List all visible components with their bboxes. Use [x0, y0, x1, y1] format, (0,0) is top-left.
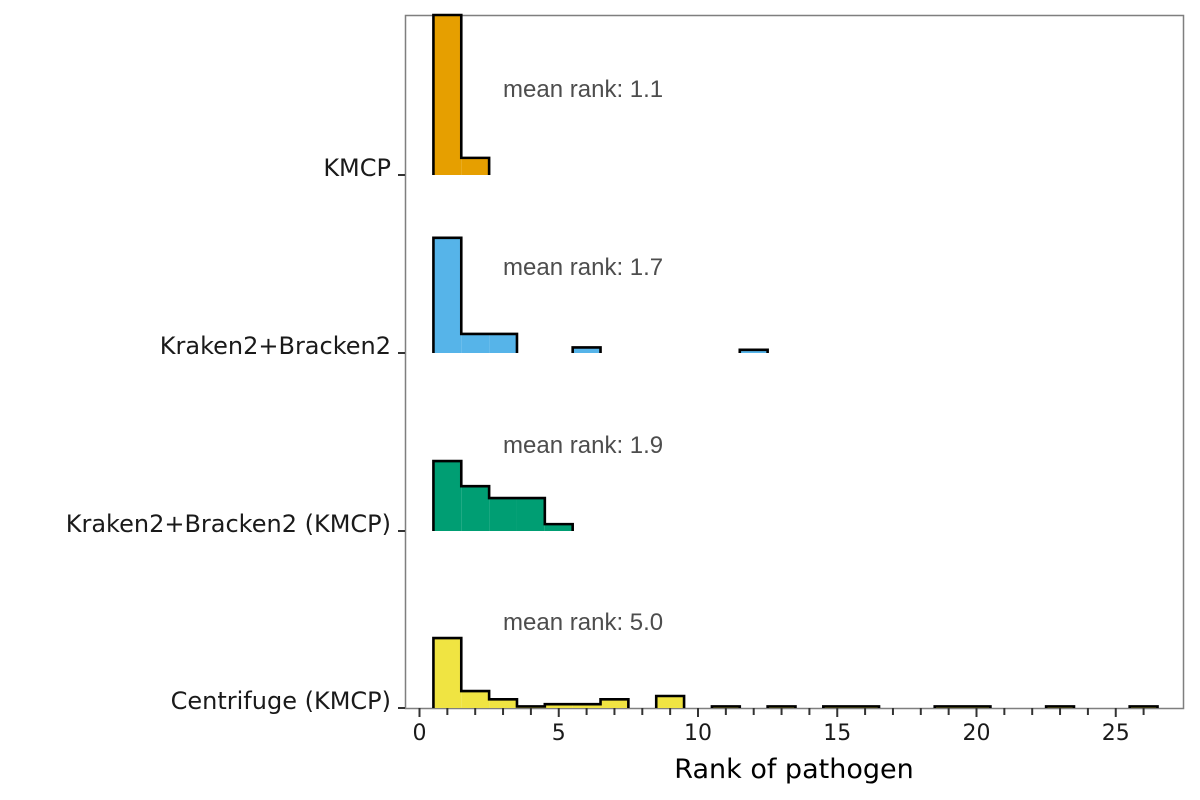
x-axis: 0 5 10 15 20 25	[413, 708, 1145, 746]
histogram-bar	[461, 691, 490, 708]
histogram-outline	[738, 348, 769, 353]
histogram-bar	[461, 486, 490, 531]
x-tick-label: 5	[552, 721, 566, 746]
x-tick-label: 25	[1102, 721, 1130, 746]
x-tick-label: 10	[684, 721, 712, 746]
y-tick-label: Kraken2+Bracken2 (KMCP)	[66, 510, 391, 538]
histogram-outline	[432, 236, 519, 353]
histogram-bar	[656, 696, 685, 708]
mean-rank-annotation: mean rank: 1.9	[503, 432, 663, 459]
series-centrifuge-kmcp: mean rank: 5.0	[432, 609, 1159, 708]
plot-panel-border	[404, 14, 1185, 710]
mean-rank-annotation: mean rank: 1.1	[503, 76, 663, 103]
mean-rank-annotation: mean rank: 5.0	[503, 609, 663, 636]
histogram-bar	[433, 237, 462, 353]
histogram-outline	[933, 705, 992, 708]
histogram-bar	[572, 347, 601, 353]
histogram-bar	[572, 704, 601, 708]
histogram-outline	[766, 705, 797, 708]
x-axis-title: Rank of pathogen	[674, 754, 913, 785]
histogram-bar	[544, 704, 573, 708]
y-tick-label: Kraken2+Bracken2	[160, 332, 391, 360]
histogram-outline	[571, 346, 602, 353]
series-kraken2-bracken2-kmcp: mean rank: 1.9	[432, 432, 663, 531]
histogram-bar	[461, 333, 490, 353]
histogram-bar	[433, 638, 462, 708]
histogram-bar	[489, 498, 517, 531]
series-layer: mean rank: 1.1 mean rank: 1.7 mean rank: 1…	[432, 13, 1159, 708]
histogram-bar	[461, 157, 490, 175]
histogram-outline	[432, 459, 574, 531]
x-tick-label: 0	[413, 721, 427, 746]
histogram-bar	[600, 699, 629, 708]
histogram-outline	[654, 694, 686, 708]
series-kmcp: mean rank: 1.1	[432, 13, 663, 175]
y-tick-label: KMCP	[323, 154, 391, 182]
y-tick-label: Centrifuge (KMCP)	[171, 687, 391, 715]
histogram-bar	[489, 333, 517, 353]
y-axis: KMCP Kraken2+Bracken2 Kraken2+Bracken2 (KM…	[66, 154, 405, 715]
histogram-bar	[489, 699, 517, 708]
histogram-outline	[710, 705, 742, 708]
series-kraken2-bracken2: mean rank: 1.7	[432, 236, 769, 353]
histogram-bar	[544, 524, 573, 531]
histogram-bar	[433, 461, 462, 531]
x-tick-label: 15	[823, 721, 851, 746]
histogram-bar	[433, 15, 462, 175]
histogram-bar	[516, 498, 545, 531]
histogram-bar	[739, 349, 768, 353]
histogram-outline	[432, 13, 491, 175]
mean-rank-annotation: mean rank: 1.7	[503, 254, 663, 281]
histogram-outline	[822, 705, 881, 708]
histogram-outline	[1128, 705, 1159, 708]
x-tick-label: 20	[963, 721, 991, 746]
histogram-outline	[432, 636, 630, 708]
histogram-outline	[1044, 705, 1076, 708]
